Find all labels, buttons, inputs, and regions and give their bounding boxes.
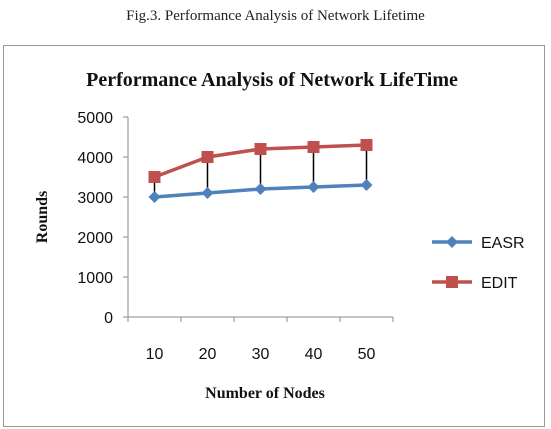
x-tick-label: 10 — [146, 346, 164, 363]
data-point-edit — [254, 143, 267, 155]
x-tick-label: 50 — [358, 346, 376, 363]
data-point-easr — [201, 187, 214, 199]
legend-item-easr: EASR — [432, 235, 525, 252]
data-point-easr — [148, 191, 161, 203]
x-tick-label: 20 — [199, 346, 217, 363]
data-point-edit — [201, 151, 214, 163]
y-tick-label: 5000 — [77, 110, 113, 127]
data-point-edit — [360, 139, 373, 151]
y-tick-label: 3000 — [77, 190, 113, 207]
series-easr — [148, 179, 373, 203]
legend-label: EDIT — [481, 275, 518, 292]
y-tick-label: 4000 — [77, 150, 113, 167]
x-tick-label: 40 — [305, 346, 323, 363]
x-tick-label: 30 — [252, 346, 270, 363]
series-edit — [148, 139, 373, 183]
data-point-easr — [307, 181, 320, 193]
y-tick-label: 2000 — [77, 230, 113, 247]
x-axis-label: Number of Nodes — [205, 385, 325, 402]
data-point-edit — [307, 141, 320, 153]
chart-title: Performance Analysis of Network LifeTime — [86, 69, 458, 91]
legend-label: EASR — [481, 235, 525, 252]
data-point-easr — [360, 179, 373, 191]
legend-marker — [446, 236, 458, 248]
y-tick-label: 1000 — [77, 270, 113, 287]
y-tick-label: 0 — [104, 310, 113, 327]
legend-item-edit: EDIT — [432, 275, 518, 292]
data-point-edit — [148, 171, 161, 183]
chart-frame — [3, 45, 545, 427]
legend-marker — [446, 276, 458, 288]
y-axis-label: Rounds — [34, 191, 51, 243]
figure-caption: Fig.3. Performance Analysis of Network L… — [126, 8, 425, 24]
data-point-easr — [254, 183, 267, 195]
